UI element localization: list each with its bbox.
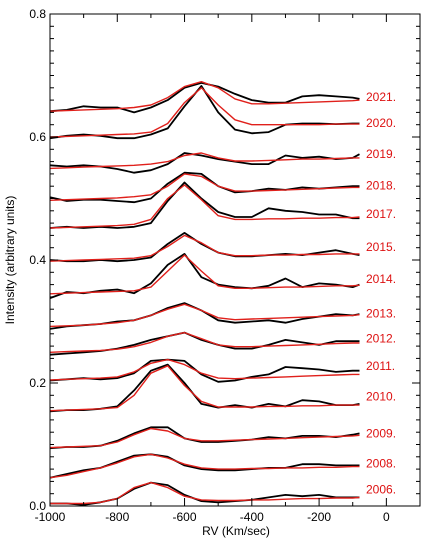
- observed-profile-2014: [49, 252, 360, 299]
- x-axis-title: RV (Km/sec): [202, 524, 270, 538]
- year-label-2014: 2014.: [366, 272, 396, 286]
- y-axis-title: Intensity (arbitrary units): [3, 196, 17, 325]
- observed-profile-2012: [49, 331, 360, 356]
- y-tick-label: 0.2: [29, 376, 46, 390]
- model-fit-2010: [49, 365, 360, 412]
- model-fit-2020: [49, 87, 360, 138]
- y-tick-label: 0.0: [29, 499, 46, 513]
- observed-profile-2018: [49, 171, 360, 204]
- plot-area: 2021. 2020. 2019. 2018. 2017. 2015. 2014. 2013.…: [49, 80, 396, 506]
- model-fit-2006: [50, 481, 360, 505]
- year-label-2019: 2019.: [366, 147, 396, 161]
- observed-profile-2020: [49, 85, 360, 140]
- x-tick-label: -400: [240, 510, 264, 524]
- observed-profile-2017: [49, 181, 360, 229]
- year-label-2020: 2020.: [366, 116, 396, 130]
- y-tick-label: 0.8: [29, 7, 46, 21]
- observed-profile-2019: [49, 152, 360, 174]
- observed-profile-2011: [49, 358, 360, 383]
- year-label-2017: 2017.: [366, 207, 396, 221]
- model-fit-2021: [49, 80, 360, 112]
- year-label-2015: 2015.: [366, 240, 396, 254]
- year-label-2013: 2013.: [366, 307, 396, 321]
- observed-profile-2008: [49, 453, 360, 479]
- year-label-2018: 2018.: [366, 179, 396, 193]
- y-tick-label: 0.4: [29, 253, 46, 267]
- year-label-2008: 2008.: [366, 457, 396, 471]
- model-fit-2017: [49, 184, 360, 229]
- year-label-2010: 2010.: [366, 390, 396, 404]
- x-tick-label: -200: [307, 510, 331, 524]
- x-tick-label: 0: [383, 510, 390, 524]
- observed-profile-2013: [49, 302, 360, 330]
- year-label-2012: 2012.: [366, 331, 396, 345]
- year-label-2021: 2021.: [366, 90, 396, 104]
- observed-profile-2021: [49, 82, 360, 114]
- x-tick-label: -800: [105, 510, 129, 524]
- observed-profile-2015: [49, 231, 360, 263]
- model-fit-2018: [49, 173, 360, 201]
- model-fit-2011: [49, 358, 360, 381]
- year-label-2009: 2009.: [366, 427, 396, 441]
- y-tick-label: 0.6: [29, 130, 46, 144]
- model-fit-2015: [49, 234, 360, 262]
- observed-profile-2006: [50, 481, 360, 506]
- observed-profile-2010: [49, 363, 360, 413]
- x-tick-label: -1000: [35, 510, 66, 524]
- x-tick-label: -600: [173, 510, 197, 524]
- model-fit-2019: [49, 152, 360, 170]
- model-fit-2009: [49, 427, 360, 449]
- model-fit-2012: [49, 331, 360, 353]
- model-fit-2014: [49, 254, 360, 295]
- year-label-2011: 2011.: [366, 359, 395, 373]
- model-fit-2008: [49, 453, 360, 479]
- axes: -1000 -800 -600 -400 -200 0 0.0 0.2 0.4 0.6 0.8: [29, 7, 421, 524]
- year-label-2006: 2006.: [366, 483, 396, 497]
- model-fit-2013: [49, 303, 360, 328]
